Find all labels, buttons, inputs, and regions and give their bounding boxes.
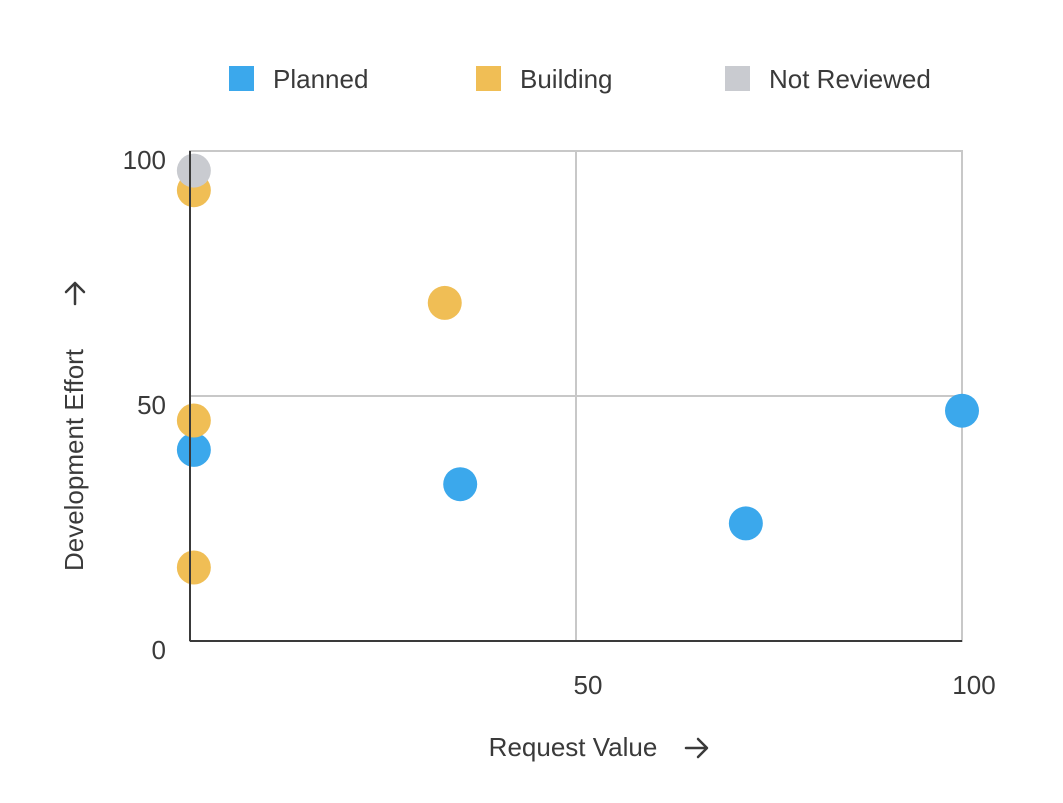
point-building (176, 403, 211, 438)
y-tick-label: 50 (137, 390, 166, 420)
y-axis-label: Development Effort (59, 348, 89, 571)
grid (189, 150, 963, 642)
legend-swatch (229, 66, 254, 91)
point-planned (443, 467, 478, 502)
axes (189, 151, 962, 642)
legend-swatch (476, 66, 501, 91)
legend-swatch (725, 66, 750, 91)
data-points (176, 153, 979, 585)
point-planned (728, 506, 763, 541)
x-axis-arrow-icon (684, 737, 709, 759)
point-building (176, 550, 211, 585)
x-axis-title: Request Value (489, 732, 709, 762)
y-axis-arrow-icon (64, 281, 86, 306)
legend: Planned Building Not Reviewed (229, 64, 931, 94)
point-not-reviewed (176, 153, 211, 188)
legend-item-planned: Planned (229, 64, 368, 94)
legend-label: Not Reviewed (769, 64, 931, 94)
legend-label: Planned (273, 64, 368, 94)
tick-labels: 0 50 100 50 100 (123, 145, 996, 700)
point-planned (176, 432, 211, 467)
point-building (427, 285, 462, 320)
y-axis-title: Development Effort (59, 348, 89, 571)
y-tick-label: 100 (123, 145, 166, 175)
point-planned (945, 393, 979, 428)
legend-item-building: Building (476, 64, 613, 94)
x-tick-label: 100 (952, 670, 995, 700)
x-axis-label: Request Value (489, 732, 658, 762)
x-tick-label: 50 (574, 670, 603, 700)
legend-item-not-reviewed: Not Reviewed (725, 64, 931, 94)
legend-label: Building (520, 64, 613, 94)
y-tick-label: 0 (152, 635, 166, 665)
